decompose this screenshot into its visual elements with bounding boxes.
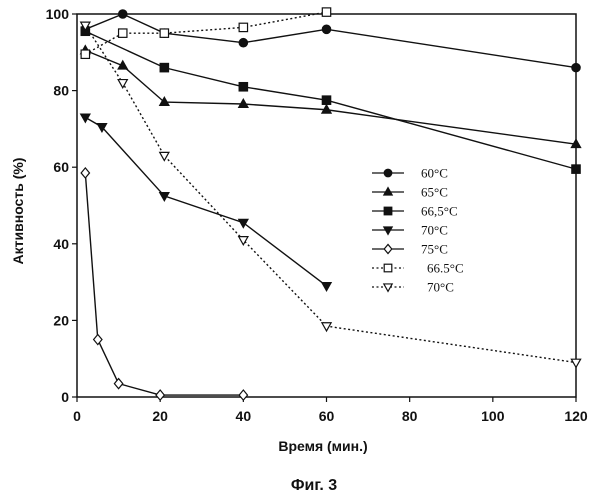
data-point [239,23,247,31]
data-point [384,244,392,253]
data-point [119,10,127,18]
x-tick-label: 120 [564,408,588,424]
legend-label: 75°C [421,242,448,257]
y-axis-title: Активность (%) [10,158,26,265]
x-tick-label: 40 [236,408,252,424]
plot-frame [77,14,576,397]
legend-entry-4: 70°C [372,223,448,238]
data-point [114,379,122,389]
data-point [384,207,392,215]
data-point [322,283,331,291]
series-3 [81,27,580,173]
data-point [322,25,330,33]
data-point [322,323,331,331]
legend-label: 66,5°C [421,204,458,219]
series-line [85,25,576,362]
series-line [85,117,326,286]
series-7 [81,22,581,367]
data-point [239,219,248,227]
data-point [160,63,168,71]
data-point [384,264,392,272]
series-1 [81,10,580,72]
data-point [384,188,392,195]
legend-entry-6: 66.5°C [372,261,464,276]
x-tick-label: 0 [73,408,81,424]
data-point [119,29,127,37]
data-point [160,29,168,37]
legend-label: 60°C [421,166,448,181]
legend-label: 70°C [427,280,454,295]
data-point [322,96,330,104]
plot-area [81,8,581,400]
legend-label: 70°C [421,223,448,238]
series-4 [81,114,331,291]
legend-label: 66.5°C [427,261,464,276]
y-tick-label: 80 [53,83,69,99]
legend: 60°C 65°C 66,5°C 70°C 75°C 66.5°C 70°C [372,166,464,295]
legend-entry-5: 75°C [372,242,448,257]
data-point [571,359,580,367]
y-tick-label: 0 [61,389,69,405]
data-point [160,152,169,160]
data-point [322,8,330,16]
data-point [239,39,247,47]
data-point [572,165,580,173]
series-line [85,14,576,68]
x-tick-label: 60 [319,408,335,424]
legend-entry-7: 70°C [372,280,454,295]
data-point [384,227,392,234]
legend-label: 65°C [421,185,448,200]
legend-entry-1: 60°C [372,166,448,181]
data-point [384,284,392,291]
data-point [239,237,248,245]
data-point [239,83,247,91]
data-point [239,390,247,400]
data-point [384,169,392,177]
y-tick-label: 100 [46,6,70,22]
x-tick-label: 80 [402,408,418,424]
data-point [81,168,89,178]
data-point [81,114,90,122]
series-5 [81,168,247,400]
figure-caption: Фиг. 3 [291,477,337,494]
y-tick-label: 20 [53,312,69,328]
data-point [572,63,580,71]
data-point [156,390,164,400]
y-tick-label: 40 [53,236,69,252]
y-tick-label: 60 [53,159,69,175]
legend-entry-3: 66,5°C [372,204,458,219]
data-point [118,80,127,88]
x-tick-label: 100 [481,408,505,424]
data-point [81,50,89,58]
legend-entry-2: 65°C [372,185,448,200]
data-point [94,335,102,345]
series-line [85,173,243,395]
x-tick-label: 20 [152,408,168,424]
x-axis-title: Время (мин.) [278,438,367,454]
